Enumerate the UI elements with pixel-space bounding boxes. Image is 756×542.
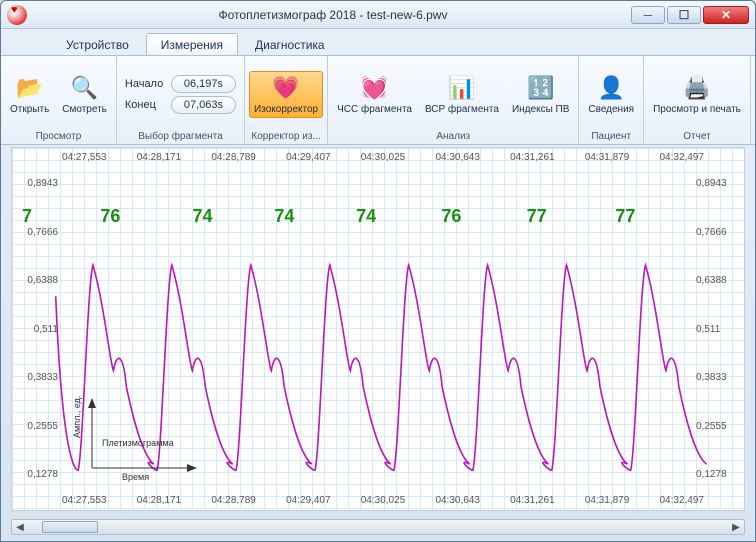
series-label: Плетизмограмма — [102, 438, 174, 448]
heart-pulse-icon: 💗 — [272, 74, 300, 102]
maximize-button[interactable]: ☐ — [667, 6, 701, 24]
fragment-end-value[interactable]: 07,063s — [171, 96, 236, 114]
tab-measurements[interactable]: Измерения — [146, 33, 238, 55]
ribbon-group-corrector: 💗 Изокорректор Корректор из... — [245, 56, 328, 144]
app-window: Фотоплетизмограф 2018 - test-new-6.pwv ─… — [0, 0, 756, 542]
watch-button[interactable]: 🔍 Смотреть — [57, 71, 112, 118]
ribbon-tabs: Устройство Измерения Диагностика — [1, 29, 755, 55]
bar-chart-icon: 📊 — [448, 74, 476, 102]
user-icon: 👤 — [597, 74, 625, 102]
folder-open-icon: 📂 — [16, 74, 44, 102]
isocorrector-button[interactable]: 💗 Изокорректор — [249, 71, 323, 118]
tab-diagnostics[interactable]: Диагностика — [240, 33, 340, 55]
scroll-thumb[interactable] — [42, 521, 98, 533]
heart-magnify-icon: 🔍 — [71, 74, 99, 102]
grid-icon: 🔢 — [527, 74, 555, 102]
ribbon-group-report: 🖨️ Просмотр и печать Отчет — [644, 56, 751, 144]
ribbon-group-analysis: 💓 ЧСС фрагмента 📊 ВСР фрагмента 🔢 Индекс… — [328, 56, 579, 144]
hr-fragment-button[interactable]: 💓 ЧСС фрагмента — [332, 71, 417, 118]
axis-legend: Ампл., ед. Плетизмограмма Время — [82, 398, 212, 480]
ribbon-group-view: 📂 Открыть 🔍 Смотреть Просмотр — [1, 56, 117, 144]
fragment-end-label: Конец — [125, 99, 165, 111]
pv-indices-button[interactable]: 🔢 Индексы ПВ — [507, 71, 574, 118]
fragment-begin-value[interactable]: 06,197s — [171, 75, 236, 93]
app-icon — [7, 5, 27, 25]
chart-area[interactable]: 04:27,55304:28,17104:28,78904:29,40704:3… — [11, 147, 745, 511]
minimize-button[interactable]: ─ — [631, 6, 665, 24]
printer-icon: 🖨️ — [683, 74, 711, 102]
heart-rate-icon: 💓 — [361, 74, 389, 102]
scroll-right-button[interactable]: ▶ — [728, 522, 744, 533]
ribbon-group-patient: 👤 Сведения Пациент — [579, 56, 644, 144]
horizontal-scrollbar[interactable]: ◀ ▶ — [11, 519, 745, 535]
open-button[interactable]: 📂 Открыть — [5, 71, 54, 118]
ribbon-group-fragment: Начало 06,197s Конец 07,063s Выбор фрагм… — [117, 56, 245, 144]
window-title: Фотоплетизмограф 2018 - test-new-6.pwv — [35, 8, 631, 22]
y-axis-label: Ампл., ед. — [72, 396, 82, 438]
x-axis-label: Время — [122, 472, 149, 482]
fragment-begin-label: Начало — [125, 78, 165, 90]
tab-device[interactable]: Устройство — [51, 33, 144, 55]
print-preview-button[interactable]: 🖨️ Просмотр и печать — [648, 71, 746, 118]
scroll-left-button[interactable]: ◀ — [12, 522, 28, 533]
close-button[interactable]: ✕ — [703, 6, 749, 24]
hrv-fragment-button[interactable]: 📊 ВСР фрагмента — [420, 71, 504, 118]
titlebar[interactable]: Фотоплетизмограф 2018 - test-new-6.pwv ─… — [1, 1, 755, 29]
scroll-track[interactable] — [28, 520, 728, 534]
patient-info-button[interactable]: 👤 Сведения — [583, 71, 639, 118]
ribbon: 📂 Открыть 🔍 Смотреть Просмотр Начало 06,… — [1, 55, 755, 145]
